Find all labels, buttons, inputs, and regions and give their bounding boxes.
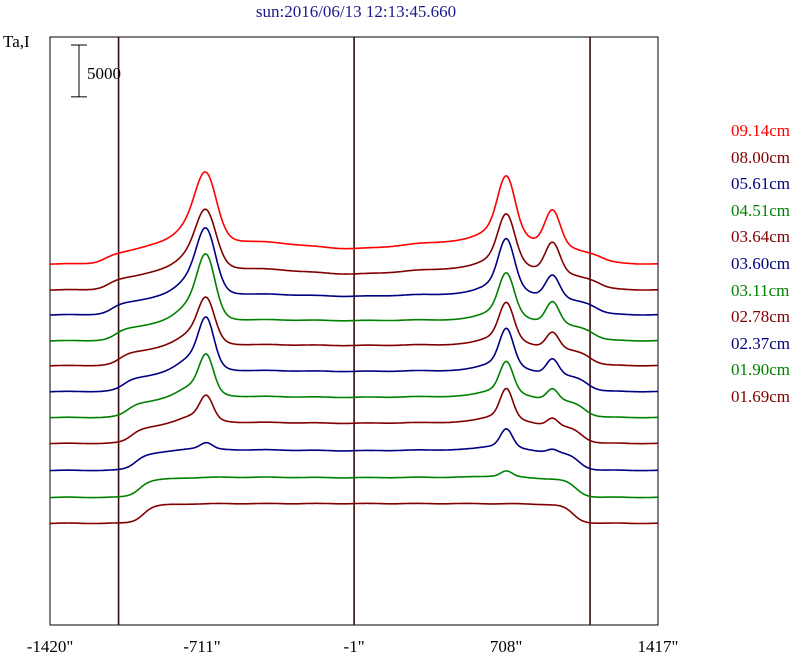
series-line-01.69cm <box>50 502 658 525</box>
series-line-04.51cm <box>50 253 658 342</box>
x-tick-label: -1" <box>343 637 365 656</box>
legend-entry: 01.69cm <box>731 386 791 406</box>
series-line-01.90cm <box>50 470 658 499</box>
series-line-03.11cm <box>49 353 658 419</box>
legend-entry: 02.78cm <box>731 307 791 327</box>
y-axis-label: Ta,I <box>3 32 30 51</box>
series-line-08.00cm <box>50 208 659 291</box>
legend-entry: 03.60cm <box>731 253 791 273</box>
legend-entry: 02.37cm <box>731 333 791 353</box>
legend-entry: 01.90cm <box>731 360 791 380</box>
legend-entry: 09.14cm <box>731 121 791 140</box>
x-tick-label: -711" <box>183 637 221 656</box>
series-line-02.78cm <box>50 387 658 445</box>
x-tick-label: 1417" <box>637 637 679 656</box>
legend-entry: 05.61cm <box>731 174 791 194</box>
series-line-05.61cm <box>50 227 658 316</box>
series-line-03.60cm <box>50 316 658 393</box>
x-tick-label: 708" <box>489 637 523 656</box>
scale-bar-label: 5000 <box>87 64 121 83</box>
chart-title: sun:2016/06/13 12:13:45.660 <box>255 2 457 21</box>
legend: 09.14cm 08.00cm 05.61cm 04.51cm 03.64cm 03.60… <box>731 118 790 411</box>
legend-entry: 03.11cm <box>731 280 790 300</box>
series-line-03.64cm <box>50 296 658 367</box>
series-line-02.37cm <box>49 428 658 472</box>
x-tick-label: -1420" <box>26 637 74 656</box>
legend-entry: 03.64cm <box>731 227 791 247</box>
legend-entry: 04.51cm <box>731 200 791 220</box>
series-line-09.14cm <box>49 171 658 265</box>
legend-entry: 08.00cm <box>731 147 791 167</box>
